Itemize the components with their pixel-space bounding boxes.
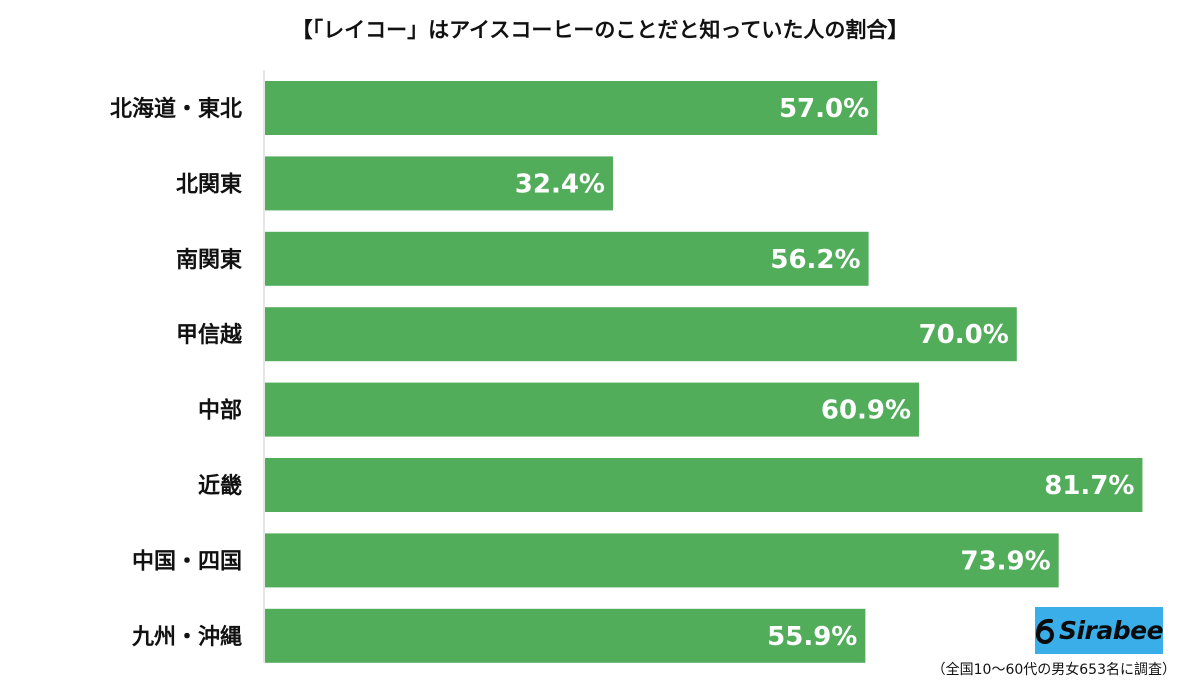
category-label-6: 近畿 [198, 473, 242, 499]
category-label-3: 南関東 [176, 248, 242, 273]
category-label-1: 北海道・東北 [110, 96, 242, 122]
category-label-5: 中部 [198, 398, 242, 424]
value-label-2: 32.4% [515, 169, 605, 199]
footnote: （全国10〜60代の男女653名に調査） [931, 662, 1176, 678]
value-label-5: 60.9% [821, 396, 911, 426]
value-label-8: 55.9% [767, 622, 857, 652]
bar-2 [265, 156, 613, 211]
category-label-7: 中国・四国 [132, 549, 242, 574]
category-label-4: 甲信越 [176, 322, 243, 348]
bar-6 [265, 458, 1143, 512]
value-label-4: 70.0% [919, 320, 1009, 350]
value-label-1: 57.0% [779, 94, 869, 124]
bar-1 [265, 81, 878, 135]
logo-text: Sirabee [1058, 616, 1164, 645]
category-label-2: 北関東 [176, 172, 242, 197]
bar-4 [265, 307, 1017, 362]
value-label-3: 56.2% [770, 245, 860, 275]
value-labels: 57.0% 32.4% 56.2% 70.0% 60.9% 81.7% 73.9% 55.9% [515, 94, 1135, 652]
sirabee-logo: Sirabee [1035, 607, 1164, 654]
value-label-7: 73.9% [960, 546, 1050, 576]
category-label-8: 九州・沖縄 [131, 625, 242, 650]
bar-7 [265, 533, 1059, 588]
sirabee-mark-icon [1035, 618, 1055, 644]
value-label-6: 81.7% [1044, 471, 1134, 501]
bar-8 [265, 608, 866, 663]
bars-group [265, 81, 1143, 663]
bar-5 [265, 382, 920, 437]
chart-title: 【「レイコー」はアイスコーヒーのことだと知っていた人の割合】 [291, 18, 909, 42]
bar-3 [265, 231, 869, 286]
